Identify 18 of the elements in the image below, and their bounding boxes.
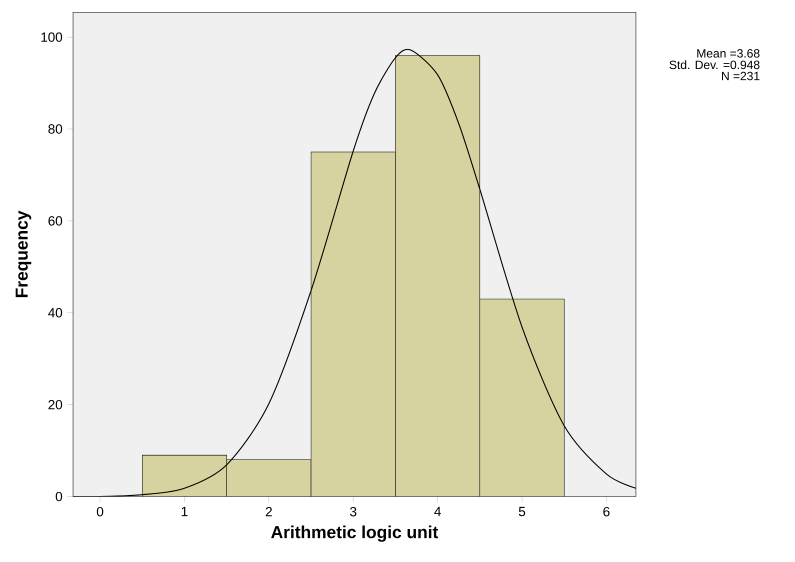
- y-tick-label: 20: [48, 400, 62, 410]
- x-tick-label: 4: [434, 507, 441, 516]
- text: Std. Dev. =0.948: [670, 60, 760, 70]
- x-tick-label: 6: [603, 507, 610, 517]
- text: Mean =3.68: [697, 49, 760, 58]
- y-tick-label: 80: [48, 124, 62, 134]
- x-axis-title: Arithmetic logic unit: [271, 526, 438, 542]
- y-tick-label: 40: [48, 308, 62, 318]
- x-tick-label: 5: [518, 507, 526, 516]
- x-tick-label: 0: [96, 507, 104, 517]
- y-axis-title: Frequency: [16, 210, 32, 298]
- x-tick-label: 1: [182, 507, 188, 516]
- y-tick-label: 100: [41, 32, 62, 42]
- y-tick-label: 60: [48, 216, 62, 226]
- x-tick-label: 2: [266, 507, 272, 516]
- text: N =231: [722, 72, 760, 81]
- y-tick-label: 0: [56, 492, 62, 502]
- x-tick-label: 3: [350, 507, 356, 517]
